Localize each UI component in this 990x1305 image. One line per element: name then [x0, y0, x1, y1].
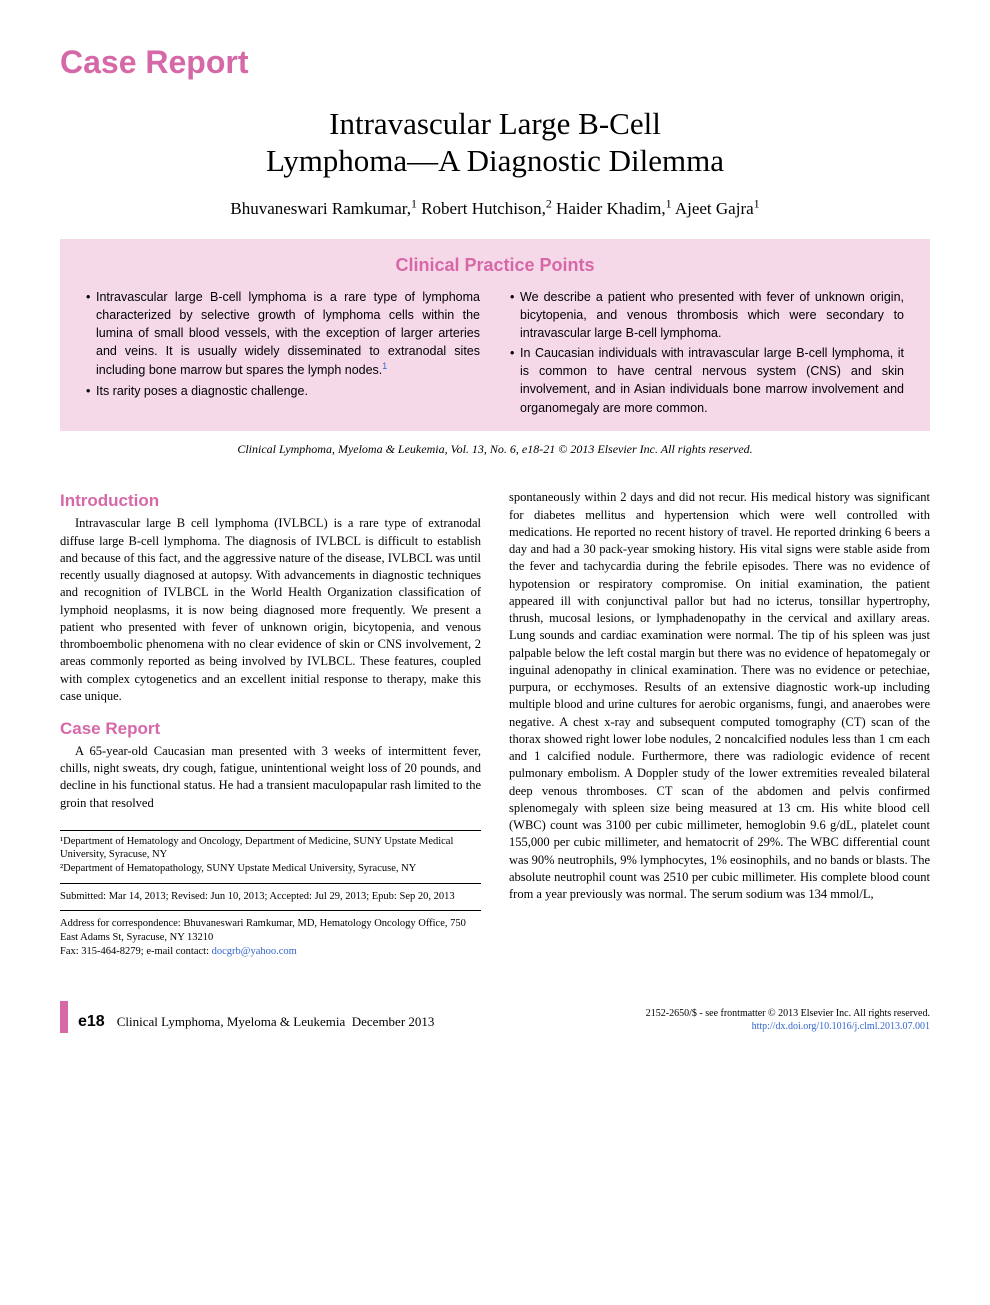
author-3: Haider Khadim,1	[556, 199, 671, 218]
email-link[interactable]: docgrb@yahoo.com	[212, 946, 297, 957]
journal-name: Clinical Lymphoma, Myeloma & Leukemia	[117, 1014, 346, 1029]
author-4: Ajeet Gajra1	[675, 199, 760, 218]
introduction-heading: Introduction	[60, 489, 481, 513]
case-report-text-right: spontaneously within 2 days and did not …	[509, 489, 930, 903]
case-report-text-left: A 65-year-old Caucasian man presented wi…	[60, 743, 481, 812]
right-column: spontaneously within 2 days and did not …	[509, 489, 930, 965]
affiliation-1: ¹Department of Hematology and Oncology, …	[60, 835, 481, 862]
author-list: Bhuvaneswari Ramkumar,1 Robert Hutchison…	[60, 195, 930, 220]
citation-line: Clinical Lymphoma, Myeloma & Leukemia, V…	[60, 441, 930, 458]
article-body: Introduction Intravascular large B cell …	[60, 489, 930, 965]
submission-dates: Submitted: Mar 14, 2013; Revised: Jun 10…	[60, 890, 481, 904]
journal-footer-title: Clinical Lymphoma, Myeloma & Leukemia De…	[117, 1013, 435, 1031]
article-title: Intravascular Large B-Cell Lymphoma—A Di…	[60, 105, 930, 179]
title-line-1: Intravascular Large B-Cell	[329, 106, 661, 141]
issue-date: December 2013	[352, 1014, 435, 1029]
cpp-point: Its rarity poses a diagnostic challenge.	[86, 382, 480, 400]
case-report-heading: Case Report	[60, 717, 481, 741]
cpp-point: In Caucasian individuals with intravascu…	[510, 344, 904, 417]
divider	[60, 883, 481, 884]
cpp-heading: Clinical Practice Points	[86, 253, 904, 278]
affiliation-2: ²Department of Hematopathology, SUNY Ups…	[60, 862, 481, 876]
left-column: Introduction Intravascular large B cell …	[60, 489, 481, 965]
affiliations-block: ¹Department of Hematology and Oncology, …	[60, 830, 481, 958]
clinical-practice-points-box: Clinical Practice Points Intravascular l…	[60, 239, 930, 431]
page-number: e18	[78, 1011, 105, 1033]
reference-link[interactable]: 1	[382, 361, 387, 371]
doi-link[interactable]: http://dx.doi.org/10.1016/j.clml.2013.07…	[752, 1021, 930, 1032]
page-footer: e18 Clinical Lymphoma, Myeloma & Leukemi…	[60, 1001, 930, 1033]
cpp-left-column: Intravascular large B-cell lymphoma is a…	[86, 288, 480, 419]
author-2: Robert Hutchison,2	[421, 199, 552, 218]
category-label: Case Report	[60, 40, 930, 85]
author-1: Bhuvaneswari Ramkumar,1	[230, 199, 417, 218]
introduction-text: Intravascular large B cell lymphoma (IVL…	[60, 515, 481, 705]
cpp-point: Intravascular large B-cell lymphoma is a…	[86, 288, 480, 380]
cpp-right-column: We describe a patient who presented with…	[510, 288, 904, 419]
fax-label: Fax: 315-464-8279; e-mail contact:	[60, 946, 212, 957]
title-line-2: Lymphoma—A Diagnostic Dilemma	[266, 143, 724, 178]
issn-copyright: 2152-2650/$ - see frontmatter © 2013 Els…	[646, 1008, 930, 1021]
divider	[60, 910, 481, 911]
correspondence-address: Address for correspondence: Bhuvaneswari…	[60, 917, 481, 944]
correspondence-contact: Fax: 315-464-8279; e-mail contact: docgr…	[60, 945, 481, 959]
cpp-point: We describe a patient who presented with…	[510, 288, 904, 342]
